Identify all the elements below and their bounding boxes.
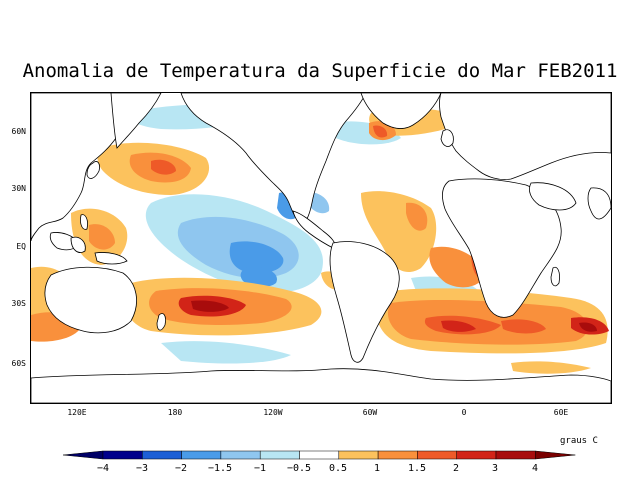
lon-tick-label: 120E bbox=[67, 408, 87, 417]
lon-tick-label: 120W bbox=[263, 408, 283, 417]
colorbar-tick-label: 1.5 bbox=[407, 463, 427, 474]
colorbar-tick-label: −1 bbox=[253, 463, 267, 474]
colorbar bbox=[62, 450, 576, 460]
land-philippines bbox=[80, 214, 88, 230]
map-panel bbox=[30, 92, 612, 404]
land-borneo bbox=[70, 236, 86, 253]
land-new-guinea bbox=[94, 252, 128, 265]
lat-tick-label: 60S bbox=[11, 359, 26, 368]
colorbar-tick-label: −1.5 bbox=[207, 463, 233, 474]
map-svg bbox=[31, 93, 611, 403]
anomaly-warm-patch bbox=[501, 319, 546, 334]
lat-tick-label: 30N bbox=[11, 184, 26, 193]
anomaly-warm-patch bbox=[89, 224, 115, 250]
land-australia bbox=[44, 266, 137, 334]
figure-title: Anomalia de Temperatura da Superficie do… bbox=[22, 60, 618, 82]
colorbar-tick-label: 2 bbox=[452, 463, 460, 474]
colorbar-high-end bbox=[535, 450, 576, 460]
land-new-zealand bbox=[156, 313, 166, 331]
anomaly-cool-patch bbox=[240, 267, 277, 287]
anomaly-warm-patch bbox=[406, 202, 428, 231]
anomaly-cool-patch bbox=[229, 241, 284, 274]
colorbar-tick-label: −2 bbox=[174, 463, 188, 474]
land-kamchatka bbox=[110, 93, 162, 149]
colorbar-bin bbox=[102, 450, 143, 460]
land-greenland bbox=[360, 93, 442, 129]
colorbar-bin bbox=[220, 450, 261, 460]
colorbar-tick-label: −4 bbox=[96, 463, 110, 474]
colorbar-bin bbox=[299, 450, 340, 460]
anomaly-warm-patch bbox=[511, 361, 591, 374]
colorbar-tick-label: 3 bbox=[491, 463, 499, 474]
colorbar-bin bbox=[259, 450, 300, 460]
land-india bbox=[587, 187, 611, 220]
land-europe bbox=[439, 93, 611, 180]
colorbar-bin bbox=[495, 450, 536, 460]
lon-tick-label: 180 bbox=[167, 408, 183, 417]
lat-tick-label: EQ bbox=[16, 242, 26, 251]
anomaly-warm-patch bbox=[191, 300, 229, 312]
lat-tick-label: 60N bbox=[11, 127, 26, 136]
colorbar-tick-label: 1 bbox=[373, 463, 381, 474]
colorbar-bin bbox=[417, 450, 457, 460]
land-layer bbox=[31, 93, 611, 403]
anomaly-cool-patch bbox=[161, 341, 291, 364]
land-madagascar bbox=[550, 266, 560, 287]
land-japan bbox=[86, 161, 100, 179]
colorbar-bin bbox=[142, 450, 182, 460]
land-arabia bbox=[529, 182, 577, 211]
colorbar-bin bbox=[377, 450, 418, 460]
lon-tick-label: 0 bbox=[461, 408, 467, 417]
colorbar-low-end bbox=[62, 450, 104, 460]
colorbar-tick-label: −0.5 bbox=[286, 463, 312, 474]
colorbar-tick-label: −3 bbox=[135, 463, 149, 474]
colorbar-tick-label: 0.5 bbox=[328, 463, 348, 474]
anomaly-warm-patch bbox=[579, 322, 597, 332]
lon-tick-label: 60E bbox=[553, 408, 569, 417]
land-antarctica bbox=[31, 368, 611, 403]
anomaly-warm-patch bbox=[151, 159, 176, 175]
anomaly-warm-patch bbox=[373, 125, 388, 138]
colorbar-bin bbox=[338, 450, 379, 460]
units-label: graus C bbox=[560, 436, 598, 446]
colorbar-bin bbox=[456, 450, 497, 460]
lon-tick-label: 60W bbox=[362, 408, 378, 417]
colorbar-tick-label: 4 bbox=[531, 463, 539, 474]
land-south-america bbox=[329, 241, 400, 363]
land-british-isles bbox=[440, 129, 454, 147]
anomaly-warm-patch bbox=[441, 320, 476, 332]
lat-tick-label: 30S bbox=[11, 299, 26, 308]
colorbar-bin bbox=[181, 450, 222, 460]
